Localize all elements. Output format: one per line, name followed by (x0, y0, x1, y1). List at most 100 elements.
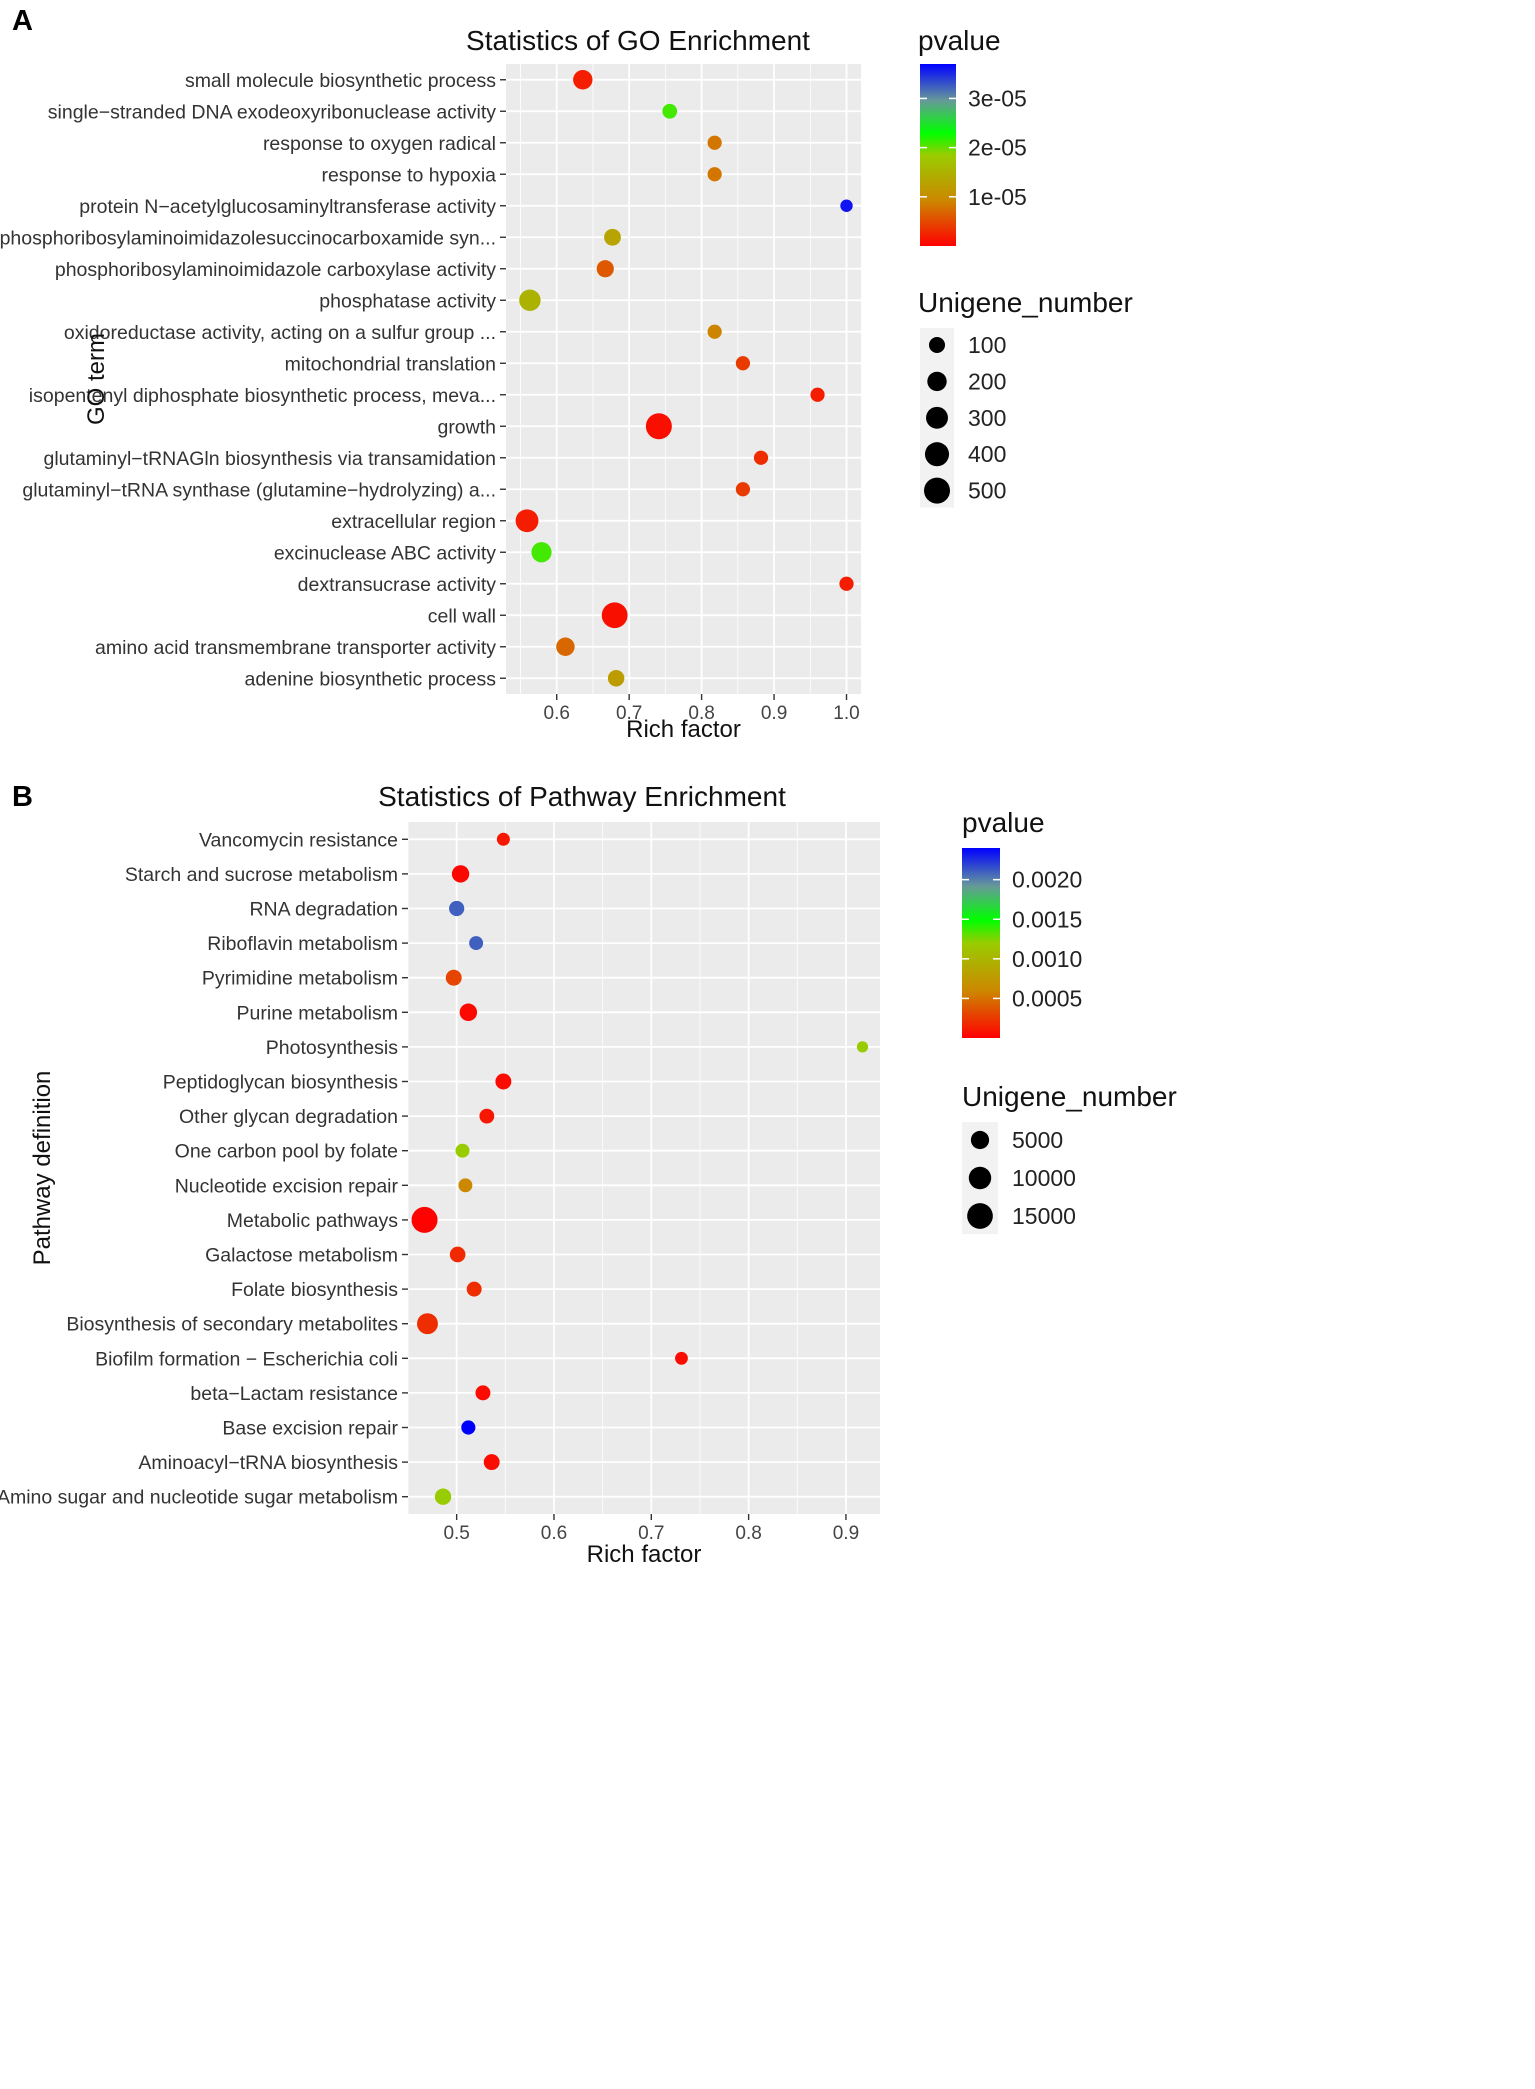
size-legend-key (970, 1130, 990, 1150)
data-point (735, 356, 751, 371)
x-tick-label: 0.6 (544, 703, 570, 724)
plot-background (506, 64, 861, 694)
category-label: Folate biosynthesis (231, 1279, 398, 1301)
size-legend-key (927, 371, 947, 392)
category-label: Vancomycin resistance (199, 829, 398, 851)
category-label: Other glycan degradation (179, 1106, 398, 1128)
x-tick-label: 0.7 (616, 703, 642, 724)
category-label: Pyrimidine metabolism (202, 968, 398, 990)
x-tick-label: 0.6 (541, 1523, 567, 1544)
size-legend-label: 400 (968, 441, 1006, 467)
category-label: protein N−acetylglucosaminyltransferase … (79, 196, 496, 218)
category-label: phosphoribosylaminoimidazolesuccinocarbo… (0, 227, 496, 249)
category-label: Galactose metabolism (205, 1245, 398, 1267)
category-label: Nucleotide excision repair (175, 1175, 399, 1197)
category-label: Riboflavin metabolism (207, 933, 398, 955)
data-point (479, 1108, 495, 1124)
size-legend-key (928, 336, 946, 354)
data-point (519, 289, 541, 311)
colorbar-tick-label: 0.0005 (1012, 985, 1082, 1011)
data-point (707, 135, 722, 150)
data-point (475, 1385, 491, 1401)
data-point (445, 969, 462, 986)
panel-label: A (12, 5, 33, 37)
category-label: Peptidoglycan biosynthesis (163, 1072, 398, 1094)
data-point (461, 1420, 476, 1435)
pvalue-legend-title: pvalue (918, 25, 1001, 56)
category-label: Purine metabolism (237, 1002, 398, 1024)
chart-title: Statistics of GO Enrichment (466, 25, 810, 56)
category-label: growth (437, 416, 496, 438)
data-point (515, 509, 539, 533)
data-point (596, 260, 614, 278)
data-point (455, 1143, 470, 1158)
category-label: glutaminyl−tRNAGln biosynthesis via tran… (44, 448, 497, 470)
category-label: adenine biosynthetic process (245, 668, 497, 690)
category-label: Amino sugar and nucleotide sugar metabol… (0, 1487, 398, 1509)
y-axis-label: Pathway definition (29, 1071, 56, 1266)
category-label: phosphoribosylaminoimidazole carboxylase… (55, 259, 496, 281)
pvalue-legend-title: pvalue (962, 807, 1045, 838)
category-label: beta−Lactam resistance (190, 1383, 398, 1405)
size-legend-key (924, 477, 950, 504)
category-label: Photosynthesis (266, 1037, 398, 1059)
x-tick-label: 1.0 (833, 703, 859, 724)
category-label: Base excision repair (222, 1418, 398, 1440)
y-axis-label: GO term (83, 333, 110, 425)
data-point (839, 576, 854, 591)
data-point (496, 832, 510, 846)
size-legend-key (967, 1203, 993, 1229)
data-point (607, 670, 625, 687)
category-label: dextransucrase activity (298, 574, 497, 596)
data-point (556, 637, 575, 656)
x-tick-label: 0.9 (833, 1523, 859, 1544)
category-label: Biosynthesis of secondary metabolites (66, 1314, 398, 1336)
category-label: phosphatase activity (319, 290, 496, 312)
size-legend-key (926, 406, 948, 429)
data-point (449, 900, 465, 917)
x-axis-label: Rich factor (626, 716, 741, 743)
data-point (707, 324, 722, 339)
panel-label: B (12, 781, 33, 813)
size-legend-key (924, 442, 950, 467)
data-point (675, 1351, 688, 1365)
x-tick-label: 0.8 (735, 1523, 761, 1544)
data-point (495, 1073, 512, 1090)
category-label: RNA degradation (249, 899, 398, 921)
pvalue-colorbar (962, 848, 1000, 1038)
category-label: response to oxygen radical (263, 133, 496, 155)
category-label: amino acid transmembrane transporter act… (95, 637, 496, 659)
data-point (601, 602, 628, 629)
size-legend-label: 10000 (1012, 1165, 1076, 1191)
x-tick-label: 0.5 (443, 1523, 469, 1544)
chart-title: Statistics of Pathway Enrichment (378, 781, 786, 812)
category-label: Metabolic pathways (227, 1210, 399, 1232)
x-axis-label: Rich factor (587, 1541, 702, 1568)
category-label: glutaminyl−tRNA synthase (glutamine−hydr… (22, 479, 496, 501)
category-label: isopentenyl diphosphate biosynthetic pro… (29, 385, 496, 407)
category-label: single−stranded DNA exodeoxyribonuclease… (48, 101, 496, 123)
plot-background (408, 822, 880, 1514)
colorbar-tick-label: 3e-05 (968, 85, 1027, 111)
data-point (469, 936, 484, 951)
data-point (735, 482, 751, 497)
panel-a-go-enrichment: A Statistics of GO Enrichment 0.6 0.7 0.8 0.9… (0, 5, 1133, 743)
data-point (840, 199, 853, 212)
data-point (856, 1041, 869, 1053)
colorbar-tick-label: 2e-05 (968, 135, 1027, 161)
data-point (483, 1454, 500, 1471)
size-legend-label: 100 (968, 332, 1006, 358)
size-legend-title: Unigene_number (962, 1081, 1177, 1112)
category-label: excinuclease ABC activity (274, 542, 496, 564)
data-point (449, 1246, 466, 1263)
data-point (707, 167, 722, 182)
category-label: Starch and sucrose metabolism (125, 864, 398, 886)
x-tick-label: 0.7 (638, 1523, 664, 1544)
data-point (416, 1313, 438, 1335)
x-tick-label: 0.9 (761, 703, 787, 724)
category-label: cell wall (428, 605, 496, 627)
category-label: extracellular region (331, 511, 496, 533)
data-point (604, 228, 621, 246)
pvalue-colorbar (920, 64, 956, 246)
data-point (573, 70, 593, 90)
